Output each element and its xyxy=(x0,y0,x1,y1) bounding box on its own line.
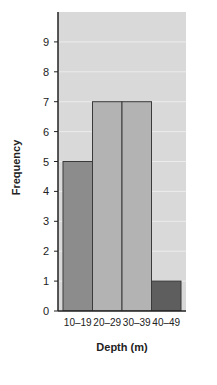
y-axis-label: Frequency xyxy=(10,139,22,196)
bar xyxy=(122,102,152,311)
x-tick-label: 40–49 xyxy=(152,317,180,328)
x-axis xyxy=(58,310,186,312)
x-tick-label: 30–39 xyxy=(123,317,151,328)
x-axis-label: Depth (m) xyxy=(96,341,148,353)
y-tick-label: 4 xyxy=(43,185,49,197)
y-tick-label: 0 xyxy=(43,305,49,317)
chart-svg: 0 1 2 3 4 5 6 7 8 9 10–1920–2930–3940–49 Depth (m) F… xyxy=(0,0,217,385)
y-tick-label: 7 xyxy=(43,96,49,108)
bar xyxy=(152,281,182,311)
y-axis xyxy=(57,12,59,311)
plot-background xyxy=(58,12,186,311)
y-tick-label: 9 xyxy=(43,36,49,48)
y-tick-label: 8 xyxy=(43,66,49,78)
y-tick-label: 2 xyxy=(43,245,49,257)
y-tick-label: 3 xyxy=(43,215,49,227)
y-tick-label: 6 xyxy=(43,126,49,138)
y-tick-label: 1 xyxy=(43,275,49,287)
x-tick-label: 20–29 xyxy=(93,317,121,328)
y-tick-label: 5 xyxy=(43,156,49,168)
x-tick-label: 10–19 xyxy=(64,317,92,328)
grid-line xyxy=(58,41,186,42)
bar xyxy=(63,162,93,312)
grid-line xyxy=(58,311,186,312)
chart-container: 0 1 2 3 4 5 6 7 8 9 10–1920–2930–3940–49 Depth (m) F… xyxy=(0,0,217,385)
bars xyxy=(63,102,181,311)
bar xyxy=(93,102,123,311)
grid-line xyxy=(58,71,186,72)
